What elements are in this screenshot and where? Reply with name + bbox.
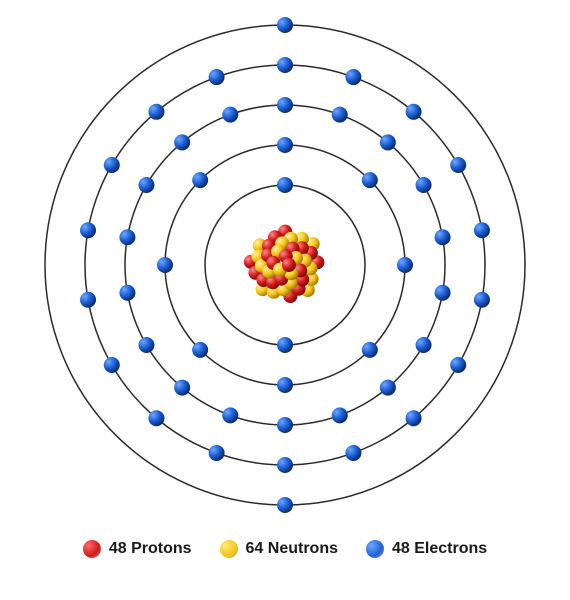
electron — [148, 410, 164, 426]
electron — [222, 407, 238, 423]
electron — [138, 337, 154, 353]
electron — [277, 57, 293, 73]
electron — [277, 97, 293, 113]
electron — [450, 357, 466, 373]
electron — [209, 445, 225, 461]
legend: 48 Protons 64 Neutrons 48 Electrons — [0, 530, 570, 568]
nucleus — [244, 225, 325, 304]
electron — [138, 177, 154, 193]
electron — [192, 342, 208, 358]
electron — [277, 337, 293, 353]
electron — [362, 172, 378, 188]
electron — [104, 357, 120, 373]
electron — [157, 257, 173, 273]
electron — [277, 137, 293, 153]
atom-diagram — [0, 0, 570, 530]
electron — [380, 134, 396, 150]
electron — [80, 292, 96, 308]
electron — [345, 445, 361, 461]
electron — [435, 285, 451, 301]
electron — [362, 342, 378, 358]
legend-item-electrons: 48 Electrons — [366, 540, 487, 558]
electron — [277, 377, 293, 393]
atom-svg — [0, 0, 570, 530]
electron — [474, 222, 490, 238]
electron — [406, 104, 422, 120]
electron — [332, 107, 348, 123]
electron — [345, 69, 361, 85]
electron — [209, 69, 225, 85]
electron — [332, 407, 348, 423]
proton-dot — [83, 540, 101, 558]
electron — [277, 497, 293, 513]
electron — [174, 134, 190, 150]
electron — [380, 380, 396, 396]
electron — [277, 457, 293, 473]
electron — [148, 104, 164, 120]
electron — [119, 285, 135, 301]
electron — [192, 172, 208, 188]
legend-item-neutrons: 64 Neutrons — [220, 540, 338, 558]
legend-item-protons: 48 Protons — [83, 540, 192, 558]
electron — [435, 229, 451, 245]
electron — [80, 222, 96, 238]
electron — [104, 157, 120, 173]
electron — [119, 229, 135, 245]
proton-particle — [282, 258, 296, 272]
electron — [416, 177, 432, 193]
electron — [174, 380, 190, 396]
electron — [222, 107, 238, 123]
electron — [277, 417, 293, 433]
electron — [450, 157, 466, 173]
electron — [474, 292, 490, 308]
electron — [397, 257, 413, 273]
electron-label: 48 Electrons — [392, 540, 487, 558]
neutron-label: 64 Neutrons — [246, 540, 338, 558]
neutron-dot — [220, 540, 238, 558]
electron-dot — [366, 540, 384, 558]
electron — [406, 410, 422, 426]
electron — [277, 177, 293, 193]
electron — [277, 17, 293, 33]
electron — [416, 337, 432, 353]
proton-label: 48 Protons — [109, 540, 192, 558]
